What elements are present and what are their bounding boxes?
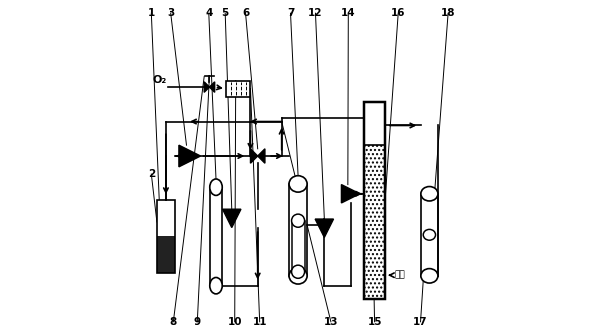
Text: 4: 4 — [205, 8, 213, 18]
Bar — [364, 102, 385, 299]
Bar — [421, 194, 438, 276]
Text: 5: 5 — [222, 8, 229, 18]
Polygon shape — [341, 185, 360, 203]
Bar — [157, 200, 175, 273]
Bar — [226, 80, 250, 97]
Text: 7: 7 — [287, 8, 294, 18]
Polygon shape — [204, 82, 210, 92]
Bar — [157, 200, 175, 237]
Bar — [289, 184, 307, 276]
Ellipse shape — [291, 214, 305, 227]
Bar — [364, 145, 385, 299]
Text: 8: 8 — [170, 317, 177, 327]
Polygon shape — [179, 145, 201, 167]
Polygon shape — [210, 82, 215, 92]
Text: 16: 16 — [391, 8, 405, 18]
Text: 15: 15 — [367, 317, 382, 327]
Polygon shape — [258, 149, 265, 163]
Bar — [210, 187, 222, 286]
Ellipse shape — [210, 277, 222, 294]
Text: 1: 1 — [148, 8, 155, 18]
Ellipse shape — [289, 176, 307, 192]
Ellipse shape — [423, 229, 436, 240]
Ellipse shape — [421, 269, 438, 283]
Polygon shape — [315, 219, 333, 238]
Ellipse shape — [210, 179, 222, 195]
Ellipse shape — [289, 268, 307, 284]
Bar — [157, 237, 175, 273]
Ellipse shape — [421, 187, 438, 201]
Bar — [364, 102, 385, 145]
Text: 6: 6 — [242, 8, 249, 18]
Polygon shape — [250, 149, 258, 163]
Text: 3: 3 — [167, 8, 175, 18]
Text: 13: 13 — [324, 317, 338, 327]
Ellipse shape — [291, 265, 305, 278]
Text: 10: 10 — [227, 317, 242, 327]
Text: 17: 17 — [413, 317, 428, 327]
Text: 9: 9 — [194, 317, 201, 327]
Text: 18: 18 — [441, 8, 455, 18]
Polygon shape — [222, 209, 241, 227]
Text: 11: 11 — [253, 317, 267, 327]
Text: 曝气: 曝气 — [395, 271, 405, 280]
Text: 12: 12 — [308, 8, 323, 18]
Text: 14: 14 — [341, 8, 356, 18]
Text: 2: 2 — [148, 169, 155, 179]
Text: O₂: O₂ — [153, 75, 167, 85]
